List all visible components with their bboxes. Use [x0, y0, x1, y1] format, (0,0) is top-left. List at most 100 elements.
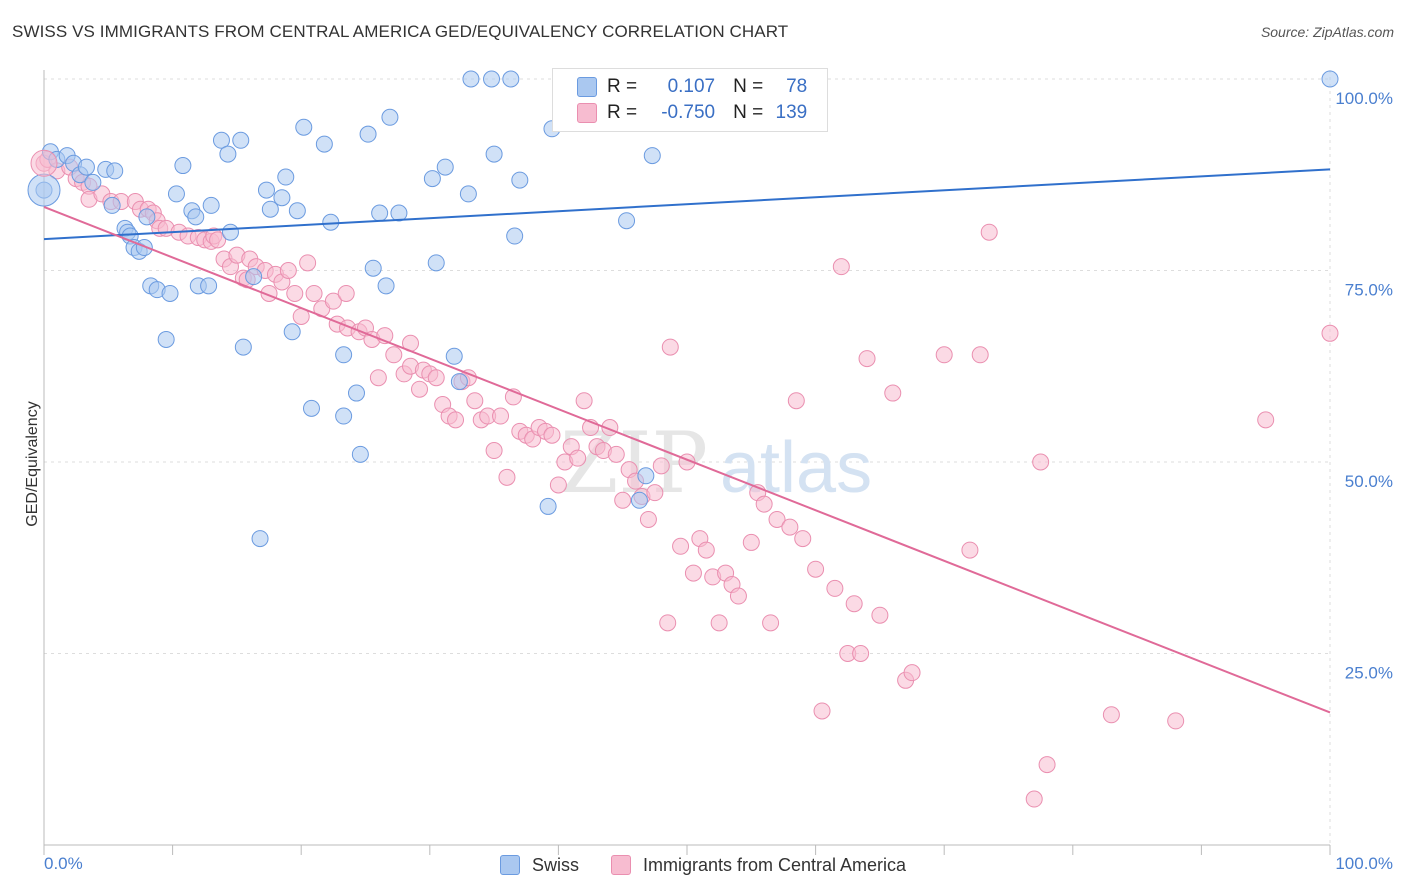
central-america-point [1038, 756, 1056, 774]
swiss-point [450, 373, 468, 391]
central-america-point [607, 445, 625, 463]
central-america-point [1167, 712, 1185, 730]
central-america-point [447, 411, 465, 429]
swiss-point [335, 407, 353, 425]
central-america-point [575, 392, 593, 410]
swiss-point [200, 277, 218, 295]
chart-title: SWISS VS IMMIGRANTS FROM CENTRAL AMERICA… [12, 22, 789, 41]
grid-lines [44, 70, 1331, 845]
x-tick-label: 100.0% [1335, 854, 1393, 873]
swiss-point [77, 158, 95, 176]
y-tick-label: 50.0% [1345, 472, 1393, 491]
central-america-point [813, 702, 831, 720]
central-america-point [710, 614, 728, 632]
central-america-point [1321, 324, 1339, 342]
tick-labels: 25.0% 50.0% 75.0% 100.0% 0.0% 100.0% [44, 89, 1393, 873]
swiss-point [347, 384, 365, 402]
swiss-point [283, 323, 301, 341]
central-america-point [209, 231, 227, 249]
central-america-point [485, 442, 503, 460]
central-america-point [1032, 453, 1050, 471]
central-america-point [427, 369, 445, 387]
r-label: R = [607, 76, 638, 97]
swiss-point [459, 185, 477, 203]
swiss-point [167, 185, 185, 203]
swiss-point [390, 204, 408, 222]
swiss-point [277, 168, 295, 186]
r-label: R = [607, 102, 638, 123]
legend-row-swiss: R = 0.107 N = 78 [553, 74, 807, 100]
central-america-point [661, 338, 679, 356]
central-america-point [543, 426, 561, 444]
central-america-point [549, 476, 567, 494]
central-america-trend-line [43, 205, 1331, 714]
x-tick-label: 0.0% [44, 854, 83, 873]
series-legend: Swiss Immigrants from Central America [0, 852, 1406, 878]
swiss-point [462, 70, 480, 88]
swiss-point [377, 277, 395, 295]
data-points [27, 70, 1339, 808]
swiss-point [187, 208, 205, 226]
swiss-swatch [577, 77, 597, 97]
central-america-point [845, 595, 863, 613]
stats-legend: R = 0.107 N = 78 R = -0.750 N = 139 [552, 68, 828, 132]
swiss-point [221, 223, 239, 241]
central-america-point [903, 664, 921, 682]
central-america-point [871, 606, 889, 624]
central-america-point [324, 292, 342, 310]
swiss-point [483, 70, 501, 88]
swiss-point [630, 491, 648, 509]
swiss-point [106, 162, 124, 180]
source-credit: Source: ZipAtlas.com [1260, 24, 1394, 40]
central-america-point [305, 284, 323, 302]
swiss-point [161, 284, 179, 302]
central-america-point [961, 541, 979, 559]
swiss-point [322, 213, 340, 231]
swiss-point [232, 131, 250, 149]
y-tick-label: 100.0% [1335, 89, 1393, 108]
swiss-point [335, 346, 353, 364]
swiss-point [295, 118, 313, 136]
central-america-point [614, 491, 632, 509]
central-america-point [30, 149, 58, 177]
y-tick-label: 25.0% [1345, 664, 1393, 683]
central-america-point [762, 614, 780, 632]
swiss-point [257, 181, 275, 199]
swiss-point [1321, 70, 1339, 88]
central-america-point [768, 510, 786, 528]
swiss-point [157, 330, 175, 348]
swiss-point [511, 171, 529, 189]
central-america-point [279, 262, 297, 279]
n-label: N = [733, 76, 764, 97]
trend-lines [43, 168, 1331, 714]
central-america-point [639, 510, 657, 528]
legend-item-central-america: Immigrants from Central America [610, 854, 907, 876]
legend-row-central-america: R = -0.750 N = 139 [553, 100, 807, 126]
central-america-point [884, 384, 902, 402]
swiss-point [27, 173, 61, 207]
swiss-point [234, 338, 252, 356]
central-america-point [411, 380, 429, 398]
y-axis-label: GED/Equivalency [24, 401, 41, 526]
swiss-point [643, 147, 661, 165]
swiss-point [251, 530, 269, 548]
central-america-point [466, 392, 484, 410]
swiss-point [135, 239, 153, 257]
central-america-point [498, 468, 516, 486]
swiss-point [637, 467, 655, 485]
central-america-point [337, 284, 355, 302]
central-america-point [807, 560, 825, 578]
central-america-legend-swatch [610, 855, 631, 875]
swiss-point [445, 347, 463, 365]
central-america-point [852, 645, 870, 662]
swiss-point [351, 445, 369, 463]
swiss-point [436, 158, 454, 176]
central-america-point [652, 457, 670, 475]
central-america-point [781, 518, 799, 536]
central-america-point [832, 258, 850, 276]
central-america-point [1025, 790, 1043, 808]
swiss-point [138, 208, 156, 226]
central-america-point [659, 614, 677, 632]
central-america-legend-label: Immigrants from Central America [642, 854, 907, 875]
central-america-point [492, 407, 510, 425]
